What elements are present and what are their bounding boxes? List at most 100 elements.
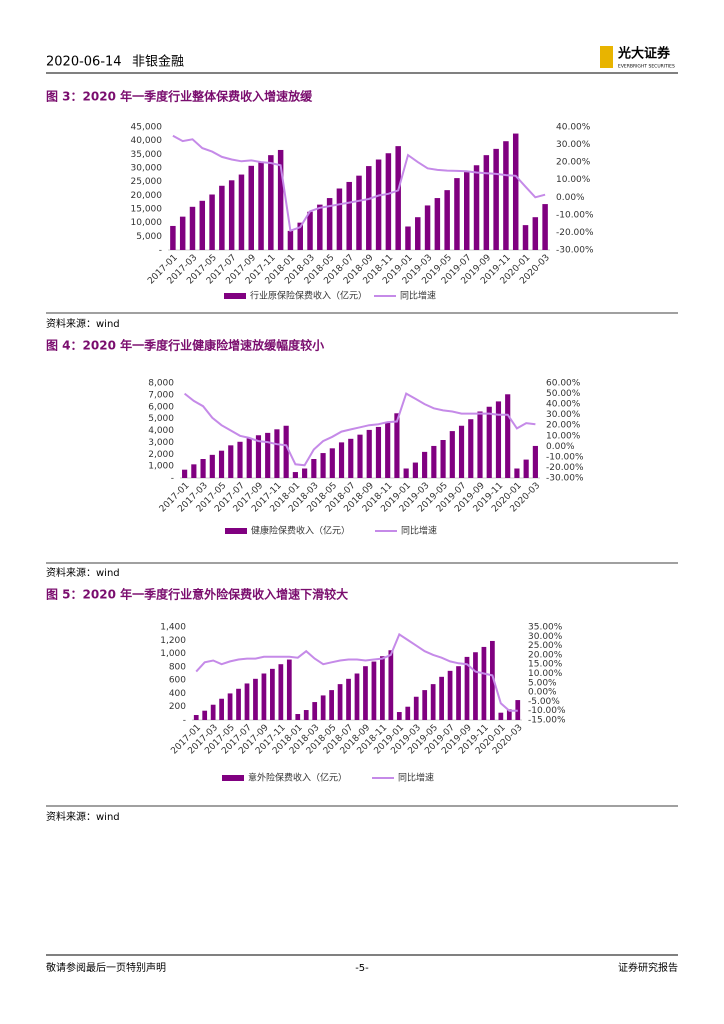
bar [403, 468, 409, 478]
bar [356, 175, 362, 250]
bar [292, 472, 298, 478]
bar [413, 696, 419, 720]
y-tick-label: 6,000 [148, 402, 174, 412]
line [183, 392, 536, 467]
bar [388, 650, 394, 720]
figure-source: 资料来源：wind [46, 810, 120, 823]
bar [265, 432, 271, 478]
bar [514, 468, 520, 478]
y-tick-label: 7,000 [148, 390, 174, 400]
bar [228, 445, 234, 478]
y2-tick-label: 30.00% [546, 410, 581, 420]
y2-tick-label: 10.00% [556, 175, 591, 185]
y2-tick-label: 20.00% [546, 421, 581, 431]
bar [246, 438, 252, 478]
bar [434, 198, 441, 250]
y-tick-label: 3,000 [148, 438, 174, 448]
bar [238, 174, 245, 250]
y-tick-label: 400 [169, 689, 186, 699]
bar [532, 217, 539, 250]
bar [210, 704, 216, 720]
y-tick-label: 1,400 [160, 623, 186, 633]
bar [258, 161, 264, 250]
y2-tick-label: 60.00% [546, 379, 581, 389]
bar [498, 712, 504, 720]
y2-tick-label: 0.00% [556, 193, 585, 203]
bar [302, 468, 308, 478]
bar [320, 695, 326, 720]
bar [336, 188, 343, 250]
header-sector: 非银金融 [132, 54, 184, 70]
y2-tick-label: 30.00% [556, 140, 591, 150]
bar [170, 225, 176, 250]
y2-tick-label: 15.00% [528, 660, 563, 670]
y-tick-label: 30,000 [131, 164, 163, 174]
bar [337, 684, 343, 720]
header-date: 2020-06-14 [46, 55, 122, 70]
bar [490, 640, 495, 720]
bar [375, 426, 382, 478]
legend-swatch [225, 528, 247, 534]
bar [422, 690, 428, 720]
footer-report-type: 证券研究报告 [618, 961, 678, 974]
bar [422, 451, 428, 478]
bar [473, 165, 480, 250]
bar [532, 445, 538, 478]
y2-tick-label: 20.00% [556, 158, 591, 168]
legend-label: 同比增速 [400, 290, 436, 302]
y-tick-label: - [159, 246, 162, 256]
legend-label: 健康险保费收入（亿元） [251, 525, 350, 537]
y-tick-label: 1,000 [148, 462, 174, 472]
bar [193, 715, 199, 720]
bar [464, 656, 470, 720]
y2-tick-label: 0.00% [528, 688, 557, 698]
bar [354, 673, 360, 720]
legend-swatch [224, 293, 246, 299]
bar [209, 454, 215, 478]
bar [449, 431, 455, 478]
bar [182, 469, 188, 478]
bar [366, 166, 372, 250]
bar [473, 652, 478, 720]
y2-tick-label: -15.00% [528, 716, 566, 726]
y2-tick-label: -20.00% [556, 228, 594, 238]
bar [209, 194, 215, 250]
bar [236, 688, 241, 720]
bar [191, 464, 197, 478]
y2-tick-label: 5.00% [528, 678, 557, 688]
y2-tick-label: 20.00% [528, 650, 563, 660]
logo-cn: 光大证券 [617, 46, 671, 62]
bar [366, 429, 372, 478]
bar [274, 429, 280, 478]
bar [505, 394, 511, 478]
bar [493, 148, 499, 250]
y-tick-label: 4,000 [148, 426, 174, 436]
bar [179, 216, 186, 250]
bar [329, 448, 335, 478]
y2-tick-label: -30.00% [556, 246, 594, 256]
bar [430, 684, 436, 720]
bar [477, 411, 483, 478]
bar [522, 225, 529, 250]
y-tick-label: 800 [169, 662, 186, 672]
bar [495, 401, 502, 478]
bar [394, 413, 400, 478]
bar [202, 710, 208, 720]
bar [295, 714, 301, 720]
bar [447, 670, 453, 720]
bar [415, 217, 421, 250]
bar [385, 422, 391, 478]
bar [199, 200, 206, 250]
y-tick-label: 1,000 [160, 649, 186, 659]
bar [363, 666, 368, 720]
footer-page: -5- [355, 963, 369, 974]
bar [454, 178, 460, 250]
legend-label: 同比增速 [398, 772, 434, 784]
bar [237, 441, 243, 478]
bar [277, 149, 284, 250]
y2-tick-label: 35.00% [528, 623, 563, 633]
bar [405, 226, 411, 250]
y-tick-label: 20,000 [131, 191, 163, 201]
